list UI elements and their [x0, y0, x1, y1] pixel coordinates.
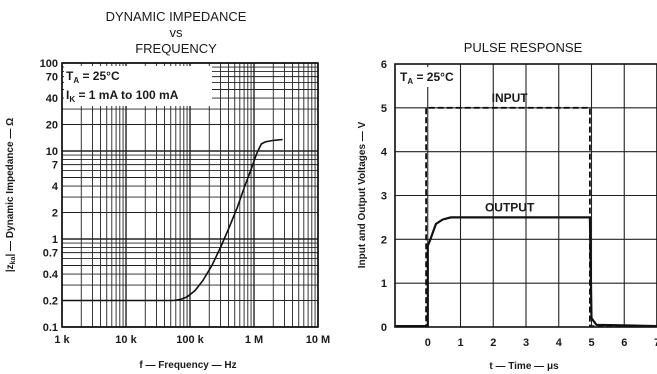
impedance-x-tick-label: 1 k — [54, 334, 70, 346]
pulse-x-tick-label: 2 — [490, 337, 496, 349]
impedance-title-line-2: vs — [170, 25, 184, 40]
impedance-x-tick-label: 100 k — [176, 334, 204, 346]
impedance-x-axis-label: f — Frequency — Hz — [139, 360, 236, 371]
impedance-y-tick-label: 1 — [52, 234, 58, 246]
pulse-x-tick-label: 0 — [425, 337, 431, 349]
pulse-x-tick-label: 7 — [654, 337, 657, 349]
pulse-y-tick-label: 0 — [381, 322, 387, 334]
pulse-x-tick-label: 4 — [556, 337, 563, 349]
pulse-plot-frame — [394, 63, 657, 328]
pulse-annotation-bg — [397, 67, 457, 87]
impedance-y-tick-label: 40 — [46, 93, 58, 105]
impedance-annotation-ik: IK = 1 mA to 100 mA — [66, 88, 179, 104]
pulse-y-tick-label: 6 — [381, 59, 387, 71]
pulse-x-tick-label: 5 — [588, 337, 594, 349]
impedance-y-tick-label: 100 — [40, 58, 58, 70]
impedance-plot-frame — [61, 62, 319, 328]
impedance-title-line-3: FREQUENCY — [135, 41, 217, 56]
pulse-y-axis-label: Input and Output Voltages — V — [357, 121, 368, 268]
pulse-x-tick-label: 6 — [621, 337, 627, 349]
impedance-y-tick-label: 0.1 — [43, 322, 58, 334]
impedance-y-label-pre: |z — [5, 264, 16, 272]
impedance-y-tick-label: 0.7 — [43, 248, 58, 260]
pulse-input-label: INPUT — [492, 91, 529, 105]
impedance-y-label-post: | — Dynamic Impedance — Ω — [5, 118, 16, 257]
pulse-x-tick-label: 1 — [457, 337, 463, 349]
pulse-input-trace — [395, 106, 657, 327]
impedance-y-axis-label: |zka| — Dynamic Impedance — Ω — [5, 118, 17, 272]
pulse-y-tick-label: 2 — [381, 234, 387, 246]
pulse-annotation-ta: TA = 25°C — [400, 70, 454, 86]
pulse-y-tick-label: 4 — [381, 147, 388, 159]
impedance-y-tick-label: 70 — [46, 72, 58, 84]
impedance-curve — [62, 138, 283, 302]
impedance-y-tick-label: 4 — [52, 181, 59, 193]
impedance-y-label-sub: ka — [10, 256, 17, 264]
impedance-y-tick-label: 20 — [46, 120, 58, 132]
pulse-output-trace — [395, 216, 657, 328]
impedance-x-tick-label: 10 M — [306, 334, 330, 346]
impedance-y-tick-label: 10 — [46, 146, 58, 158]
impedance-annotation-bg — [64, 66, 212, 106]
pulse-y-tick-label: 3 — [381, 191, 387, 203]
pulse-x-axis-label: t — Time — μs — [489, 361, 559, 372]
impedance-x-tick-label: 1 M — [245, 334, 263, 346]
impedance-y-tick-label: 7 — [52, 160, 58, 172]
impedance-x-tick-label: 10 k — [115, 334, 137, 346]
impedance-y-tick-label: 0.4 — [43, 269, 59, 281]
impedance-y-tick-label: 0.2 — [43, 296, 58, 308]
chart-marks-layer: TA = 25°C IK = 1 mA to 100 mA 1 k 10 k 100 k… — [40, 58, 657, 349]
pulse-output-label: OUTPUT — [485, 200, 535, 214]
pulse-y-tick-label: 1 — [381, 278, 387, 290]
impedance-annotation-ta: TA = 25°C — [66, 69, 120, 85]
pulse-title: PULSE RESPONSE — [464, 40, 583, 55]
impedance-y-tick-label: 2 — [52, 208, 58, 220]
pulse-y-tick-label: 5 — [381, 103, 387, 115]
pulse-x-tick-label: 3 — [523, 337, 529, 349]
impedance-title-line-1: DYNAMIC IMPEDANCE — [106, 9, 247, 24]
